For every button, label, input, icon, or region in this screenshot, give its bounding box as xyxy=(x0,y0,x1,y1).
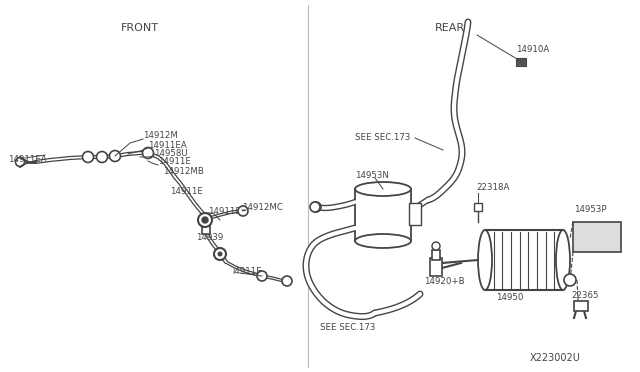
Circle shape xyxy=(564,274,576,286)
Text: 14939: 14939 xyxy=(196,232,223,241)
Circle shape xyxy=(109,151,120,161)
Text: FRONT: FRONT xyxy=(121,23,159,33)
Circle shape xyxy=(238,206,248,216)
Text: REAR: REAR xyxy=(435,23,465,33)
Text: 14911E: 14911E xyxy=(208,206,241,215)
Circle shape xyxy=(310,202,320,212)
Circle shape xyxy=(311,202,321,212)
Ellipse shape xyxy=(478,230,492,290)
Ellipse shape xyxy=(355,182,411,196)
Text: 22365: 22365 xyxy=(571,291,598,299)
Ellipse shape xyxy=(556,230,570,290)
Text: SEE SEC.173: SEE SEC.173 xyxy=(355,134,410,142)
Bar xyxy=(573,222,621,252)
Circle shape xyxy=(218,251,223,257)
Text: 22318A: 22318A xyxy=(476,183,509,192)
Bar xyxy=(474,203,482,211)
Text: 14958U: 14958U xyxy=(154,148,188,157)
Bar xyxy=(202,220,210,234)
Circle shape xyxy=(214,248,226,260)
Text: 14910A: 14910A xyxy=(516,45,549,55)
Text: 14912M: 14912M xyxy=(143,131,178,141)
Circle shape xyxy=(198,213,212,227)
Text: 14920+B: 14920+B xyxy=(424,278,465,286)
Circle shape xyxy=(97,151,108,163)
Text: 14912MC: 14912MC xyxy=(242,202,283,212)
Text: i4911E: i4911E xyxy=(232,266,262,276)
Text: X223002U: X223002U xyxy=(530,353,581,363)
Text: 14912MB: 14912MB xyxy=(163,167,204,176)
Bar xyxy=(355,189,411,241)
Circle shape xyxy=(282,276,292,286)
Circle shape xyxy=(257,271,267,281)
Circle shape xyxy=(202,217,208,223)
Text: 14953N: 14953N xyxy=(355,170,389,180)
Text: 14911EA: 14911EA xyxy=(148,141,187,150)
Text: 14911E: 14911E xyxy=(170,187,203,196)
Text: 14911E: 14911E xyxy=(158,157,191,167)
Bar xyxy=(430,258,442,276)
Text: SEE SEC.173: SEE SEC.173 xyxy=(320,324,376,333)
Text: 14953P: 14953P xyxy=(574,205,607,215)
Bar xyxy=(432,250,440,260)
Bar xyxy=(516,58,526,66)
Bar xyxy=(409,203,421,225)
Text: 14950: 14950 xyxy=(496,292,524,301)
Bar xyxy=(485,230,563,290)
Circle shape xyxy=(83,151,93,163)
Circle shape xyxy=(432,242,440,250)
Ellipse shape xyxy=(355,234,411,248)
Circle shape xyxy=(143,148,154,158)
Bar xyxy=(574,301,588,311)
Text: 14911EA: 14911EA xyxy=(8,155,47,164)
